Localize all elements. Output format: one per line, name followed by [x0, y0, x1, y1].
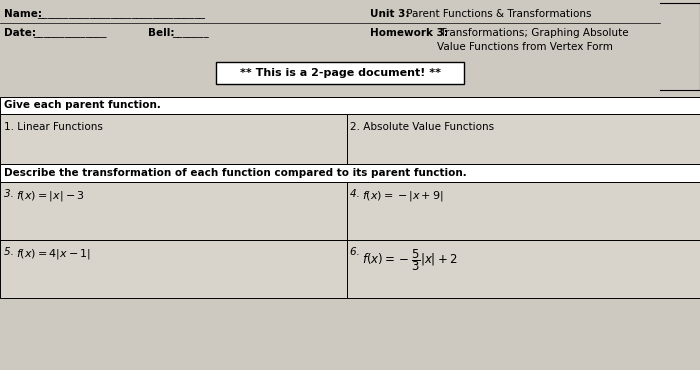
Text: 3.: 3. — [4, 189, 17, 199]
Bar — [0, 182, 346, 240]
Bar — [0, 0, 700, 95]
Text: 2. Absolute Value Functions: 2. Absolute Value Functions — [351, 122, 495, 132]
Text: $f(x)=-\dfrac{5}{3}|x|+2$: $f(x)=-\dfrac{5}{3}|x|+2$ — [363, 247, 458, 273]
Bar — [0, 164, 700, 182]
Text: Parent Functions & Transformations: Parent Functions & Transformations — [403, 9, 592, 19]
Bar — [0, 97, 700, 114]
Text: $f(x)=|x|-3$: $f(x)=|x|-3$ — [16, 189, 85, 203]
Bar — [216, 62, 464, 84]
Text: 6.: 6. — [351, 247, 363, 257]
Text: 1. Linear Functions: 1. Linear Functions — [4, 122, 103, 132]
Text: Homework 3:: Homework 3: — [370, 28, 448, 38]
Text: $f(x)=-|x+9|$: $f(x)=-|x+9|$ — [363, 189, 444, 203]
Text: 4.: 4. — [351, 189, 363, 199]
Text: ** This is a 2-page document! **: ** This is a 2-page document! ** — [239, 68, 440, 78]
Text: Date:: Date: — [4, 28, 36, 38]
Bar — [0, 240, 346, 298]
Text: Give each parent function.: Give each parent function. — [4, 101, 161, 111]
Bar — [346, 182, 700, 240]
Text: _______: _______ — [172, 28, 209, 38]
Text: Describe the transformation of each function compared to its parent function.: Describe the transformation of each func… — [4, 168, 467, 178]
Bar — [346, 114, 700, 164]
Text: ______________: ______________ — [33, 28, 106, 38]
Text: Unit 3:: Unit 3: — [370, 9, 410, 19]
Text: Transformations; Graphing Absolute: Transformations; Graphing Absolute — [437, 28, 629, 38]
Bar — [0, 114, 346, 164]
Text: ________________________________: ________________________________ — [37, 9, 205, 19]
Text: Bell:: Bell: — [148, 28, 174, 38]
Text: 5.: 5. — [4, 247, 17, 257]
Text: $f(x)=4|x-1|$: $f(x)=4|x-1|$ — [16, 247, 91, 261]
Text: Name:: Name: — [4, 9, 42, 19]
Text: Value Functions from Vertex Form: Value Functions from Vertex Form — [437, 42, 613, 52]
Bar — [346, 240, 700, 298]
